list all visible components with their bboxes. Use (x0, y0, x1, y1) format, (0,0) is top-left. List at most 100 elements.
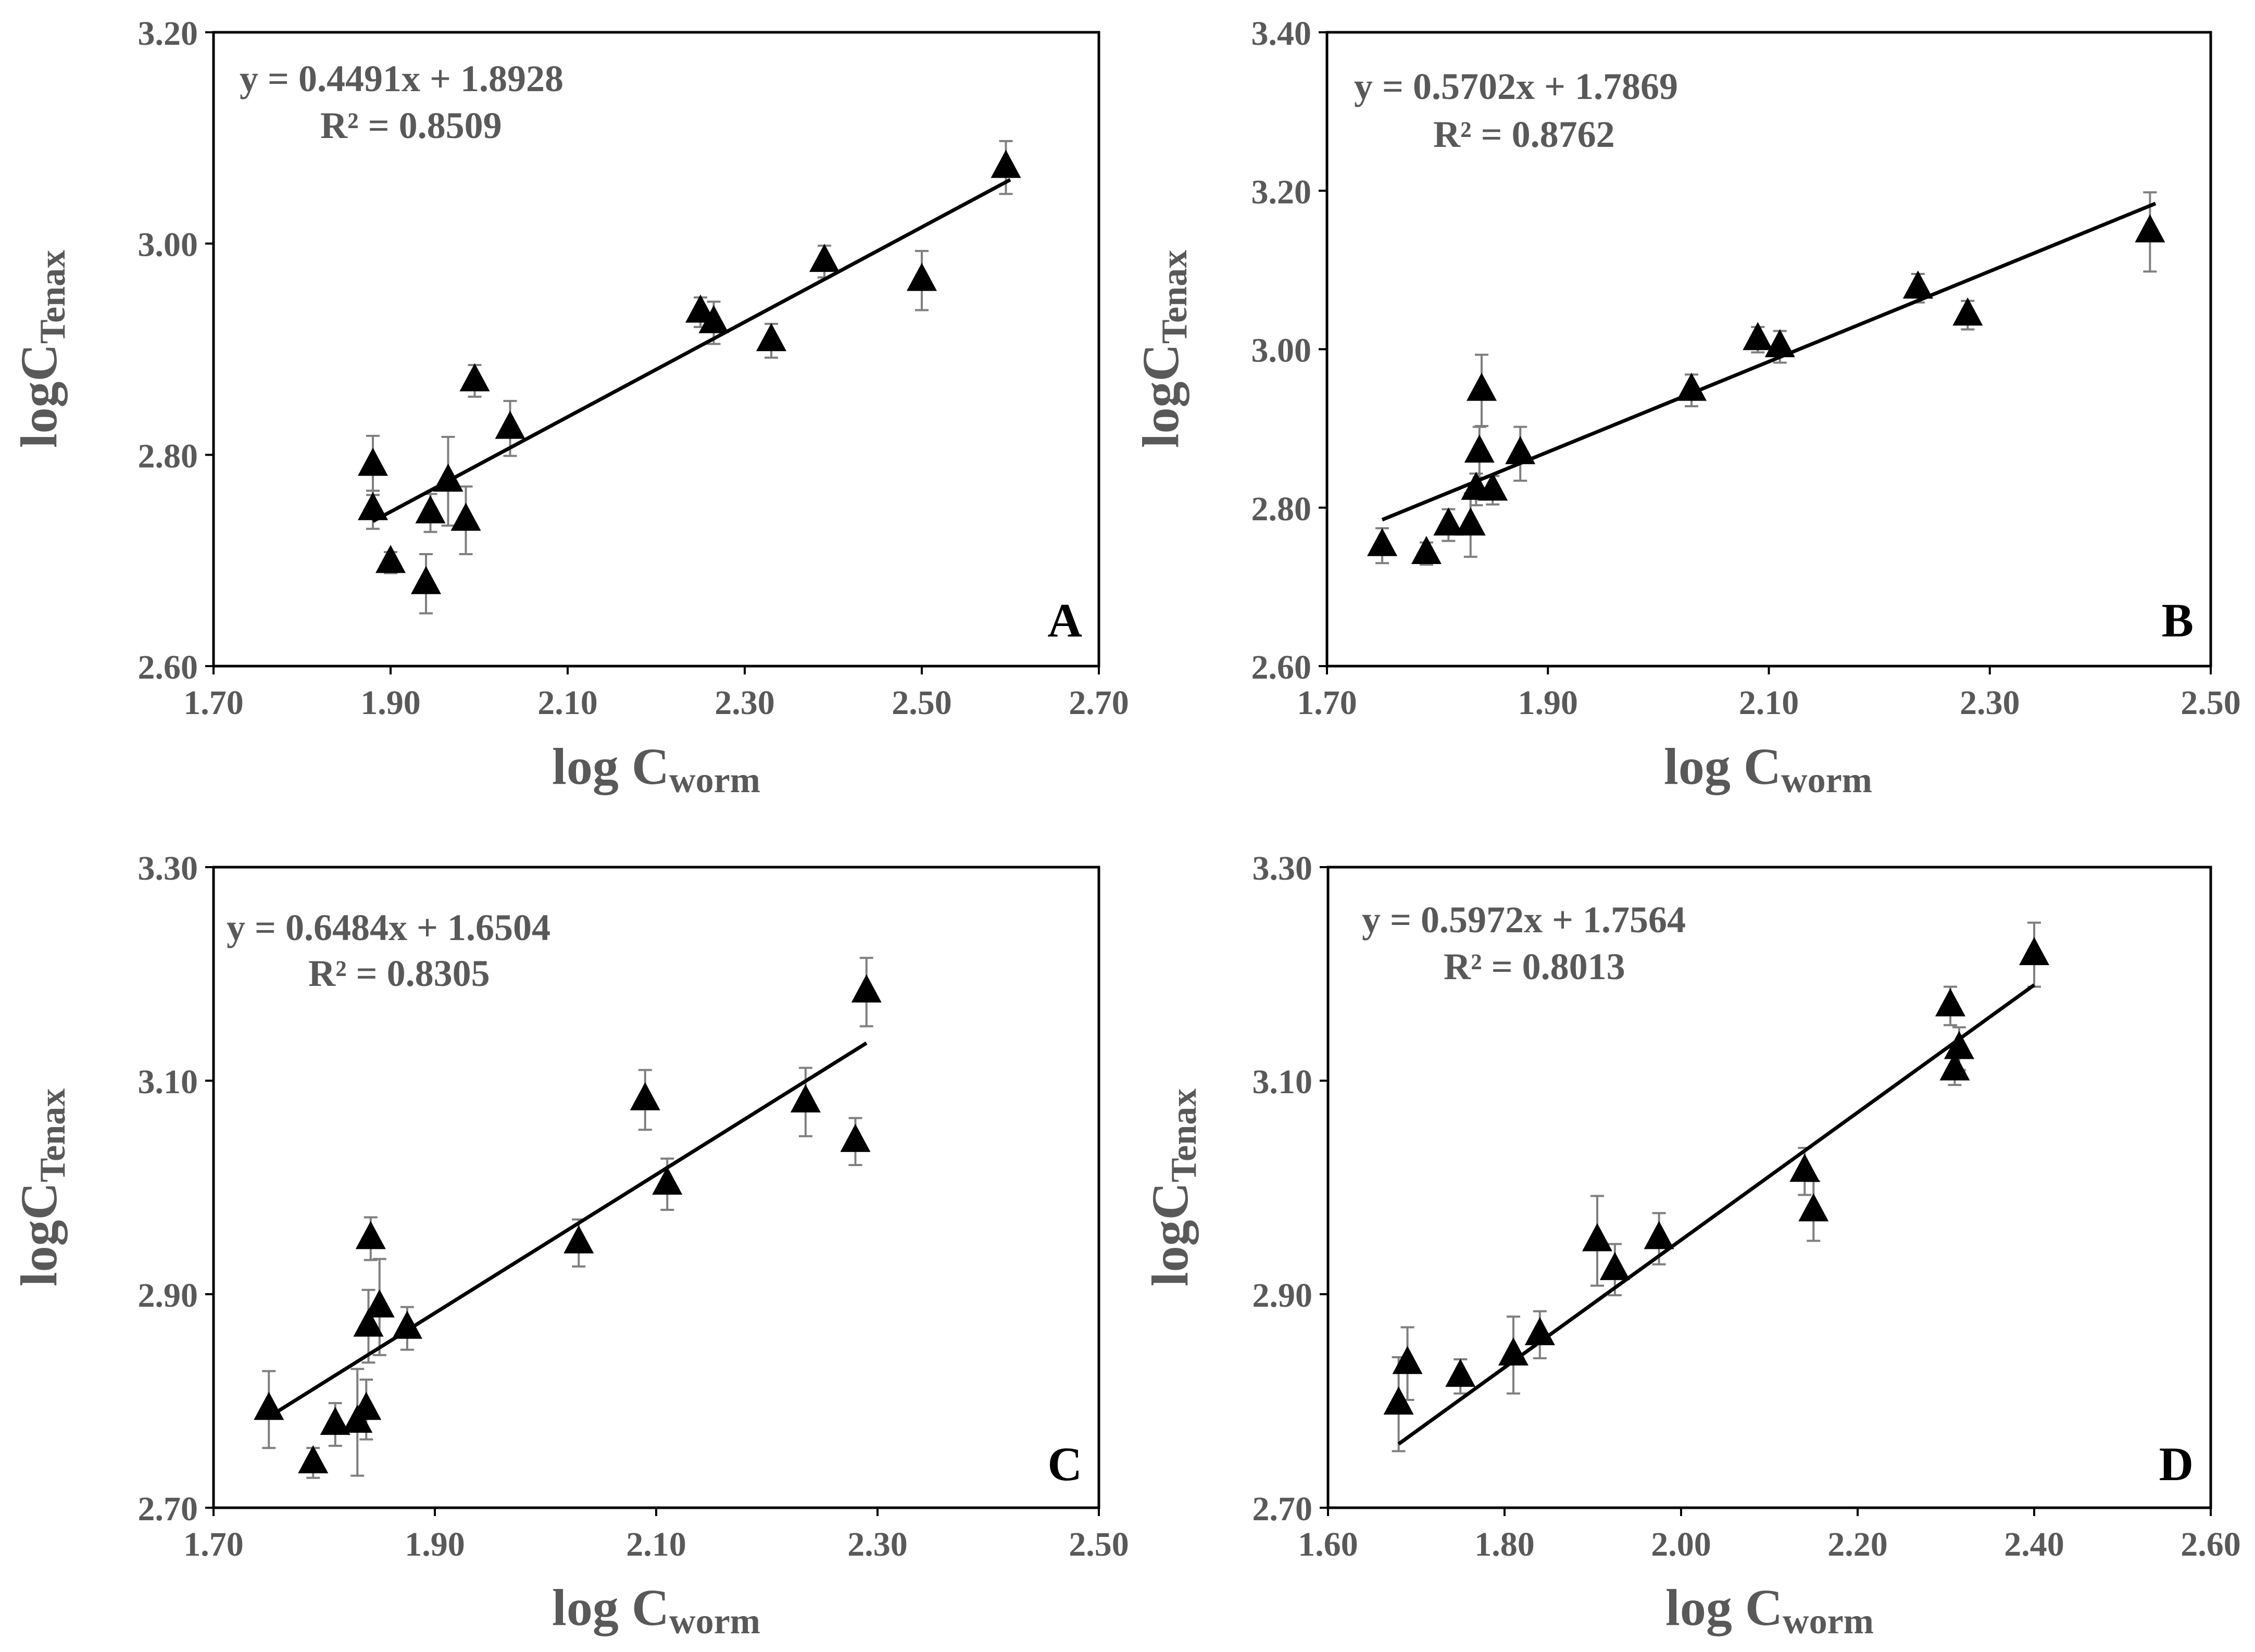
data-point-marker (907, 262, 937, 291)
data-point-marker (840, 1123, 871, 1152)
y-tick-label: 3.00 (138, 226, 198, 264)
x-tick-label: 2.50 (2181, 684, 2241, 722)
x-axis-title: log Cworm (1665, 1579, 1874, 1642)
y-axis-title: logCTenax (1132, 250, 1195, 448)
r-squared: R² = 0.8762 (1433, 114, 1615, 155)
data-point-marker (1433, 507, 1464, 536)
data-point-marker (364, 1289, 395, 1318)
data-point-marker (1599, 1251, 1630, 1280)
data-point-marker (1944, 1031, 1974, 1059)
y-tick-label: 3.30 (1252, 849, 1313, 887)
panel-label: A (1048, 594, 1082, 647)
x-tick-label: 1.80 (1474, 1525, 1535, 1563)
data-point-marker (1952, 297, 1983, 326)
x-axis-title: log Cworm (552, 737, 760, 800)
y-tick-label: 2.70 (138, 1490, 198, 1528)
x-tick-label: 2.40 (2004, 1525, 2064, 1563)
x-tick-label: 1.90 (405, 1525, 465, 1563)
x-axis-title-sub: worm (1781, 760, 1872, 800)
y-axis-title-sub: Tenax (33, 1088, 73, 1182)
y-axis-title-sub: Tenax (33, 250, 73, 344)
y-tick-label: 2.60 (138, 648, 198, 686)
data-point-marker (433, 464, 463, 492)
trendline (372, 178, 1011, 523)
x-tick-label: 2.30 (715, 684, 775, 722)
x-axis-title-base: log C (552, 1579, 669, 1636)
x-tick-label: 1.90 (360, 684, 421, 722)
trendline (1381, 202, 2157, 522)
data-point-marker (1743, 322, 1773, 351)
y-tick-label: 3.40 (1251, 15, 1312, 53)
data-point-marker (756, 323, 786, 352)
data-point-marker (1411, 535, 1442, 564)
regression-equation: y = 0.4491x + 1.8928 (240, 58, 563, 99)
data-point-marker (563, 1225, 594, 1254)
data-point-marker (450, 503, 481, 531)
r-squared: R² = 0.8013 (1444, 946, 1625, 987)
data-point-marker (630, 1082, 660, 1110)
data-point-marker (851, 974, 882, 1003)
data-point-marker (1477, 472, 1508, 501)
y-axis-title-base: logC (10, 344, 68, 448)
data-point-marker (358, 447, 388, 476)
data-point-marker (652, 1166, 683, 1195)
x-axis-title-sub: worm (669, 760, 760, 800)
data-point-marker (411, 566, 441, 594)
r-squared: R² = 0.8509 (320, 105, 502, 146)
data-point-marker (1367, 528, 1398, 556)
x-tick-label: 2.10 (1739, 684, 1799, 722)
x-axis-title-base: log C (1665, 1579, 1783, 1636)
x-tick-label: 2.60 (2181, 1525, 2241, 1563)
y-tick-label: 3.10 (138, 1063, 198, 1101)
x-tick-label: 2.70 (1069, 684, 1129, 722)
x-tick-label: 1.90 (1518, 684, 1579, 722)
y-tick-label: 2.80 (1251, 490, 1312, 528)
data-point-marker (2135, 214, 2165, 243)
data-point-marker (351, 1392, 382, 1420)
y-tick-label: 3.20 (138, 15, 198, 53)
y-tick-label: 3.10 (1252, 1063, 1313, 1101)
y-axis-title-base: logC (10, 1182, 68, 1286)
panel-b: 2.60 2.80 3.00 3.20 3.40 1.70 1.90 2.10 2.30 2.5… (1132, 15, 2241, 800)
panel-a: 2.60 2.80 3.00 3.20 1.70 1.90 2.10 2.30 2.50 2.7… (10, 15, 1129, 800)
x-tick-label: 1.60 (1298, 1525, 1358, 1563)
y-tick-label: 3.20 (1251, 173, 1312, 211)
data-point-marker (1798, 1193, 1829, 1222)
data-point-marker (1935, 988, 1965, 1017)
y-tick-label: 2.70 (1252, 1490, 1313, 1528)
data-point-marker (1644, 1221, 1674, 1249)
panel-d: 2.70 2.90 3.10 3.30 1.60 1.80 2.00 2.20 2.40 2.6… (1141, 849, 2241, 1642)
data-point-marker (375, 545, 406, 573)
x-axis-title-sub: worm (1783, 1601, 1874, 1642)
data-point-marker (320, 1407, 350, 1435)
data-point-marker (1524, 1317, 1555, 1345)
r-squared: R² = 0.8305 (308, 953, 490, 994)
data-point-marker (790, 1084, 821, 1112)
y-axis-title-base: logC (1132, 344, 1189, 448)
y-tick-label: 2.90 (138, 1276, 198, 1315)
data-point-marker (1676, 372, 1707, 401)
data-point-marker (298, 1445, 329, 1473)
regression-equation: y = 0.6484x + 1.6504 (227, 907, 550, 948)
trendline (1397, 983, 2036, 1446)
data-point-marker (495, 410, 525, 439)
data-point-marker (1582, 1223, 1612, 1251)
data-point-marker (355, 1221, 386, 1249)
data-point-marker (1498, 1337, 1529, 1366)
data-point-marker (1383, 1386, 1414, 1415)
x-tick-label: 2.50 (1069, 1525, 1129, 1563)
y-axis-title-base: logC (1141, 1182, 1199, 1286)
y-axis-title-sub: Tenax (1155, 250, 1195, 344)
data-point-marker (1464, 434, 1495, 463)
panel-label: B (2162, 594, 2194, 647)
data-point-marker (1789, 1154, 1820, 1182)
regression-equation: y = 0.5702x + 1.7869 (1354, 66, 1678, 107)
data-point-marker (1466, 372, 1497, 401)
data-point-marker (358, 492, 388, 520)
data-point-marker (1764, 329, 1795, 357)
data-point-marker (392, 1310, 422, 1339)
data-point-marker (1939, 1052, 1970, 1081)
data-point-marker (1902, 270, 1933, 299)
x-axis-title-sub: worm (669, 1601, 760, 1642)
